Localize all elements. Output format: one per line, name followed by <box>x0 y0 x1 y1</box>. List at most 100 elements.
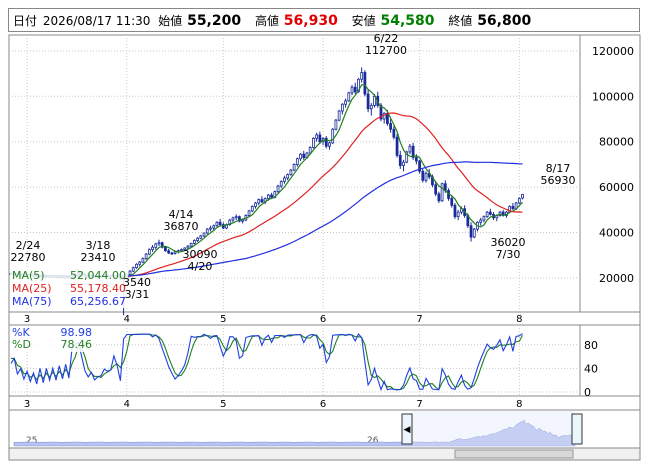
price-header: 日付 2026/08/17 11:30 始値 55,200 高値 56,930 … <box>8 8 640 32</box>
candle-body <box>241 219 245 222</box>
close-label: 終値 <box>448 13 473 28</box>
candle <box>164 246 167 252</box>
candle-body <box>308 146 312 154</box>
candle <box>517 197 521 205</box>
navigator-handle-arrow: ◀ <box>404 425 411 435</box>
candle <box>395 133 399 158</box>
candle <box>402 159 405 172</box>
candle <box>369 103 373 116</box>
candle <box>270 192 273 199</box>
osc-legend-label: %K <box>12 326 30 339</box>
candle <box>135 263 138 269</box>
candle <box>160 241 164 249</box>
navigator-left-handle[interactable] <box>401 413 413 445</box>
candle-body <box>151 246 154 250</box>
candle <box>472 227 476 239</box>
candle <box>257 198 261 206</box>
annotation-line-2: 56930 <box>541 174 576 187</box>
candle-body <box>295 158 299 165</box>
candle <box>456 209 460 221</box>
osc-line-k <box>10 333 523 392</box>
candle <box>215 221 219 227</box>
candle <box>418 159 421 174</box>
ma-legend-value: 52,044.00 <box>70 269 126 282</box>
candle-body <box>521 193 524 199</box>
candle-body <box>344 100 347 105</box>
ma-legend-label: MA(75) <box>12 295 52 308</box>
candle-body <box>209 227 212 230</box>
candle-body <box>135 263 138 269</box>
candle-body <box>340 103 344 112</box>
candle-body <box>283 177 286 182</box>
candle <box>141 257 145 264</box>
candle <box>202 232 206 238</box>
candle <box>279 180 283 189</box>
osc-x-tick-label: 6 <box>320 399 326 410</box>
candle-body <box>408 145 412 153</box>
candle-body <box>469 225 473 238</box>
date-value: 2026/08/17 11:30 <box>42 13 151 28</box>
candle-body <box>331 128 335 144</box>
candle-body <box>250 206 254 212</box>
candle-body <box>160 242 164 248</box>
candle <box>170 251 174 256</box>
candle-body <box>363 72 367 95</box>
candle <box>292 163 296 172</box>
candle <box>308 146 312 155</box>
annotation-line-2: 23410 <box>81 251 116 264</box>
candle <box>350 84 354 96</box>
candle-body <box>205 228 209 234</box>
candle <box>196 237 199 243</box>
candle-body <box>279 181 283 187</box>
candle-body <box>479 219 483 223</box>
navigator-window <box>412 411 575 447</box>
candle-body <box>154 243 158 248</box>
candle-body <box>389 123 392 130</box>
candle <box>334 119 338 131</box>
candle-body <box>450 198 454 206</box>
candle-body <box>212 225 216 229</box>
osc-line-d <box>11 333 523 391</box>
candle <box>469 222 473 242</box>
candle <box>347 91 351 102</box>
candle-body <box>379 104 383 120</box>
candle <box>328 141 331 150</box>
navigator-year-label-right: 26 <box>367 436 379 446</box>
candle <box>440 182 444 202</box>
candle <box>453 203 457 219</box>
candle <box>254 201 257 209</box>
price-panel <box>8 34 641 313</box>
candle-body <box>289 169 293 176</box>
low-value: 54,580 <box>380 12 435 29</box>
annotation-line-1: 3540 <box>123 276 151 289</box>
candle-body <box>141 258 145 263</box>
annotation-line-1: 2/24 <box>16 239 41 252</box>
candle <box>312 137 315 149</box>
candle-body <box>189 243 193 247</box>
osc-legend-label: %D <box>12 338 31 351</box>
candle <box>299 153 302 162</box>
candle <box>131 266 135 273</box>
navigator-right-handle[interactable] <box>571 413 583 445</box>
osc-legend-value: 98.98 <box>61 326 93 339</box>
candle-body <box>180 249 183 252</box>
scrollbar-thumb[interactable] <box>454 449 574 459</box>
candle-body <box>405 151 409 163</box>
candle-body <box>302 153 306 159</box>
candle <box>151 245 154 252</box>
candle <box>421 168 425 183</box>
price-y-tick-label: 40000 <box>599 227 634 240</box>
candle-body <box>270 194 273 198</box>
candle-body <box>292 164 296 171</box>
candle-body <box>286 174 290 179</box>
osc-x-tick-label: 3 <box>24 399 30 410</box>
annotation-line-2: 22780 <box>11 251 46 264</box>
candle-body <box>260 199 264 203</box>
candle <box>234 214 238 221</box>
candle-body <box>324 137 328 147</box>
ma-legend-value: 55,178.40 <box>70 282 126 295</box>
osc-y-tick-label: 40 <box>584 362 598 375</box>
